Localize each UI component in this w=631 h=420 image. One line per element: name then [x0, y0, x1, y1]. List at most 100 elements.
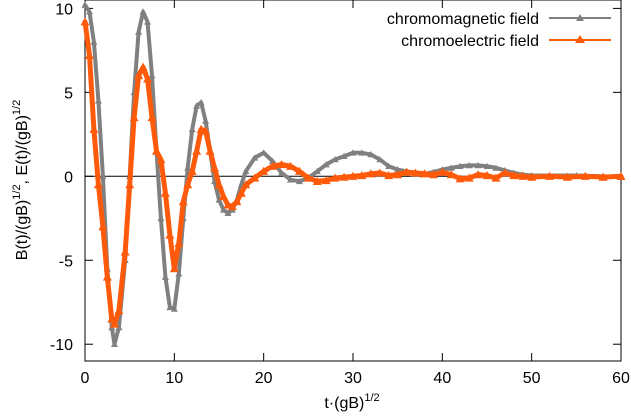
data-point-chromoelectric [80, 17, 90, 26]
data-point-chromoelectric [178, 196, 188, 206]
data-point-chromomagnetic [115, 323, 123, 331]
data-point-chromomagnetic [170, 305, 178, 312]
y-tick-label: 0 [64, 169, 73, 186]
data-point-chromomagnetic [99, 172, 107, 180]
data-point-chromoelectric [125, 180, 135, 189]
x-tick-label: 10 [165, 370, 183, 387]
data-point-chromoelectric [89, 124, 99, 133]
data-point-chromoelectric [192, 146, 202, 155]
data-point-chromoelectric [303, 173, 313, 182]
data-point-chromomagnetic [188, 125, 196, 133]
data-point-chromomagnetic [242, 167, 250, 175]
data-point-chromomagnetic [144, 18, 152, 25]
data-point-chromoelectric [294, 166, 304, 175]
legend-label-chromomagnetic: chromomagnetic field [387, 11, 539, 28]
data-point-chromoelectric [268, 161, 278, 170]
data-point-chromoelectric [375, 168, 385, 177]
data-point-chromoelectric [491, 173, 501, 182]
data-point-chromoelectric [437, 167, 447, 176]
data-point-chromomagnetic [202, 117, 210, 124]
data-point-chromoelectric [339, 172, 349, 181]
series-layer [80, 1, 626, 348]
data-point-chromoelectric [160, 188, 170, 197]
series-markers-chromomagnetic [81, 1, 625, 348]
x-axis-title: t·(gB)1/2 [324, 392, 379, 412]
data-point-chromoelectric [93, 180, 103, 189]
y-axis-title-part2: , E(t)/(gB) [14, 115, 31, 184]
data-point-chromoelectric [259, 166, 269, 175]
data-point-chromomagnetic [483, 162, 491, 170]
data-point-chromoelectric [500, 168, 510, 177]
data-point-chromoelectric [366, 169, 376, 178]
y-axis-title: B(t)/(gB)1/2, E(t)/(gB)1/2 [11, 100, 31, 260]
data-point-chromomagnetic [331, 156, 339, 163]
data-point-chromoelectric [527, 172, 537, 181]
data-point-chromomagnetic [286, 176, 294, 183]
data-point-chromoelectric [545, 171, 555, 180]
data-point-chromoelectric [134, 71, 144, 80]
data-point-chromomagnetic [193, 102, 201, 109]
data-point-chromomagnetic [492, 164, 500, 171]
legend-marker-chromoelectric [575, 35, 585, 43]
data-point-chromoelectric [187, 166, 197, 175]
data-point-chromoelectric [321, 176, 331, 185]
data-point-chromoelectric [285, 161, 295, 170]
data-point-chromoelectric [482, 170, 492, 180]
data-point-chromomagnetic [81, 1, 89, 8]
data-point-chromomagnetic [278, 169, 286, 176]
data-point-chromoelectric [464, 173, 474, 182]
data-point-chromoelectric [393, 170, 403, 179]
data-point-chromoelectric [169, 264, 179, 273]
data-point-chromoelectric [174, 238, 184, 248]
data-point-chromoelectric [120, 247, 130, 256]
y-tick-label: 5 [64, 85, 73, 102]
y-tick-label: -5 [59, 253, 73, 270]
data-point-chromomagnetic [215, 196, 223, 203]
x-tick-label: 50 [523, 370, 541, 387]
x-tick-label: 0 [81, 370, 90, 387]
data-point-chromoelectric [348, 171, 358, 180]
data-point-chromoelectric [227, 202, 237, 211]
data-point-chromoelectric [114, 306, 124, 315]
data-point-chromomagnetic [224, 209, 232, 217]
data-point-chromoelectric [402, 167, 412, 176]
data-point-chromomagnetic [94, 97, 102, 104]
data-point-chromoelectric [241, 180, 251, 189]
data-point-chromoelectric [473, 170, 483, 179]
data-point-chromoelectric [580, 171, 590, 180]
data-point-chromomagnetic [394, 166, 402, 173]
data-point-chromoelectric [98, 222, 108, 231]
data-point-chromomagnetic [269, 157, 277, 164]
data-point-chromoelectric [165, 230, 175, 239]
data-point-chromoelectric [102, 272, 112, 281]
data-point-chromoelectric [147, 113, 157, 122]
data-point-chromoelectric [143, 74, 153, 83]
data-point-chromoelectric [384, 170, 394, 180]
data-point-chromomagnetic [90, 38, 98, 45]
data-point-chromomagnetic [197, 98, 205, 106]
data-point-chromoelectric [84, 50, 94, 60]
y-tick-label: 10 [55, 1, 73, 18]
data-point-chromoelectric [232, 196, 242, 206]
data-point-chromoelectric [616, 171, 626, 180]
data-point-chromoelectric [428, 170, 438, 179]
x-tick-label: 30 [344, 370, 362, 387]
data-point-chromoelectric [109, 319, 119, 328]
data-point-chromomagnetic [340, 152, 348, 159]
data-point-chromomagnetic [456, 162, 464, 170]
data-point-chromoelectric [509, 170, 519, 180]
series-markers-chromoelectric [80, 17, 626, 328]
data-point-chromomagnetic [474, 161, 482, 169]
data-point-chromoelectric [277, 160, 287, 169]
y-axis-title-sup1: 1/2 [11, 184, 23, 199]
x-tick-label: 20 [255, 370, 273, 387]
data-point-chromoelectric [156, 155, 166, 164]
data-point-chromoelectric [518, 171, 528, 180]
legend: chromomagnetic field chromoelectric fiel… [387, 11, 611, 50]
data-point-chromoelectric [411, 168, 421, 177]
data-point-chromomagnetic [85, 8, 93, 15]
data-point-chromomagnetic [385, 162, 393, 170]
data-point-chromomagnetic [175, 270, 183, 277]
data-point-chromoelectric [183, 180, 193, 189]
data-point-chromomagnetic [260, 149, 268, 156]
